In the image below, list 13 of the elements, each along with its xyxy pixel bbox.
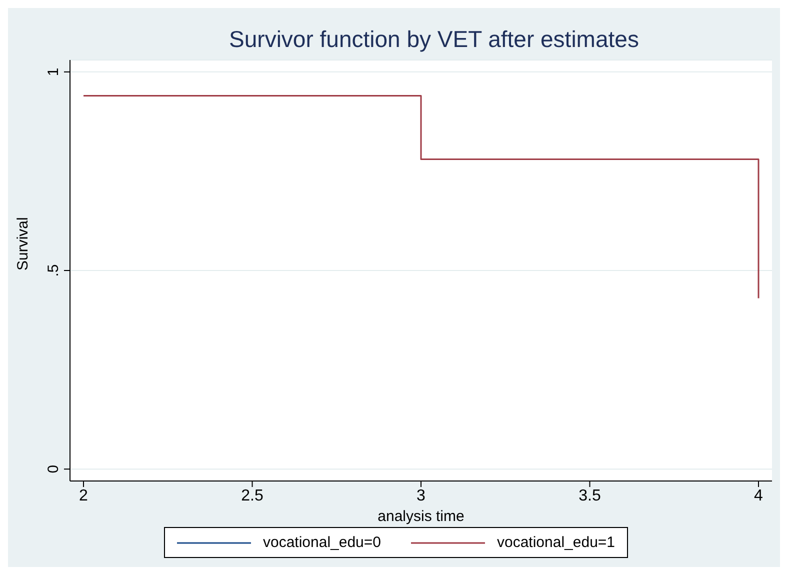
x-tick-label: 2.5	[241, 487, 264, 504]
y-tick-label: 1	[45, 68, 62, 76]
x-tick-label: 4	[754, 487, 764, 504]
y-axis-title: Survival	[14, 217, 32, 270]
legend-label: vocational_edu=0	[262, 534, 381, 551]
y-tick-label: .5	[45, 264, 62, 277]
x-tick-label: 2	[79, 487, 88, 504]
legend-label: vocational_edu=1	[497, 534, 616, 551]
y-tick-label: 0	[45, 464, 62, 474]
x-tick-label: 3.5	[578, 487, 601, 504]
chart-title: Survivor function by VET after estimates	[228, 26, 640, 53]
x-tick-label: 3	[416, 487, 426, 504]
x-axis-title: analysis time	[378, 508, 464, 525]
